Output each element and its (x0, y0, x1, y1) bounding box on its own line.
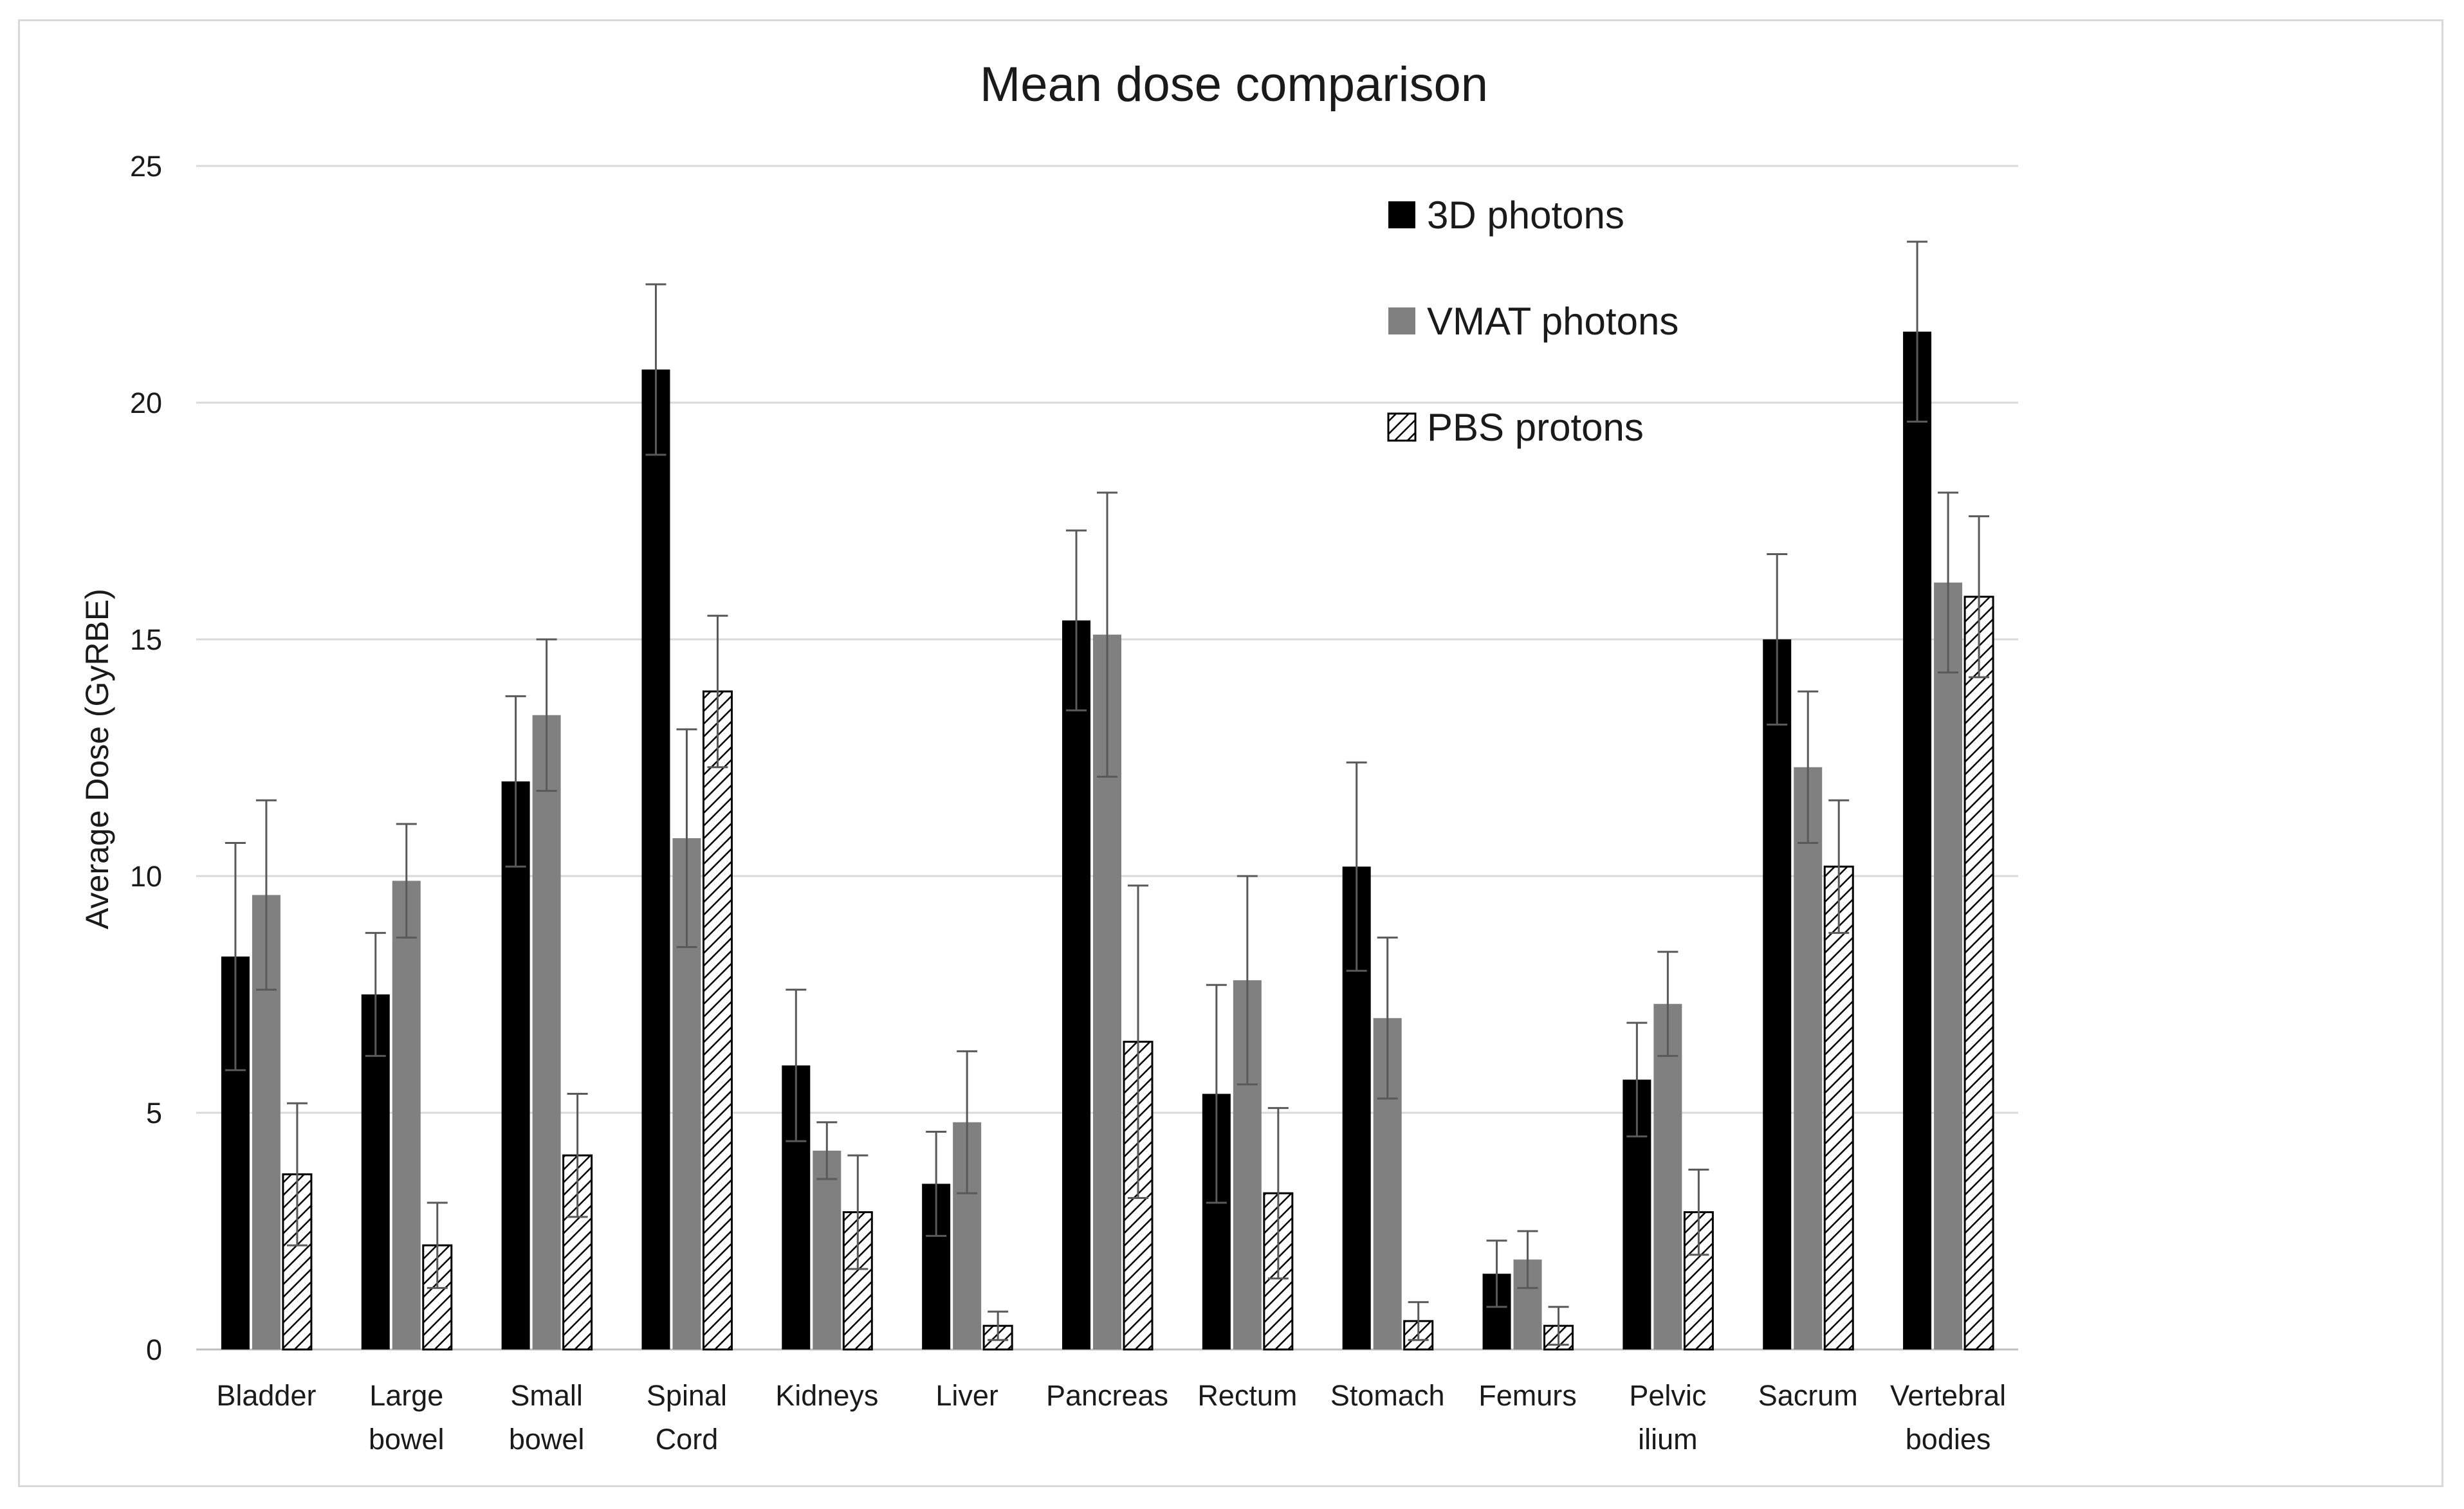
legend-swatch (1388, 201, 1415, 228)
x-tick-label: Small bowel (509, 1379, 585, 1456)
y-tick-label: 0 (146, 1333, 162, 1366)
x-axis-ticks: Bladder Large bowel Small bowel Spinal Cord Kid… (216, 1379, 2006, 1456)
bar (702, 690, 733, 1351)
bar (1903, 331, 1932, 1349)
bar (1963, 596, 1994, 1351)
bar (1794, 767, 1823, 1349)
y-tick-label: 10 (130, 860, 162, 893)
legend-swatch (1388, 307, 1415, 334)
x-tick-label: Femurs (1478, 1379, 1577, 1412)
bar (1653, 1003, 1682, 1349)
x-tick-label: Bladder (216, 1379, 316, 1412)
x-tick-label: Stomach (1330, 1379, 1445, 1412)
legend: 3D photons VMAT photons PBS protons (1387, 194, 1678, 449)
legend-label: PBS protons (1427, 406, 1644, 449)
bar (1763, 639, 1792, 1349)
gridlines (196, 165, 2018, 1351)
x-tick-label: Rectum (1197, 1379, 1297, 1412)
y-tick-label: 5 (146, 1097, 162, 1129)
bar (1823, 865, 1854, 1351)
bar (532, 715, 561, 1349)
legend-swatch (1387, 412, 1417, 442)
bar (392, 881, 421, 1349)
bar (1062, 620, 1090, 1349)
x-tick-label: Spinal Cord (647, 1379, 727, 1456)
legend-label: VMAT photons (1427, 300, 1678, 343)
x-tick-label: Pelvic ilium (1629, 1379, 1706, 1456)
x-tick-label: Liver (935, 1379, 998, 1412)
chart-title: Mean dose comparison (980, 57, 1488, 112)
bar (641, 369, 670, 1349)
bar (813, 1150, 841, 1349)
y-tick-label: 25 (130, 150, 162, 183)
chart-frame (18, 19, 2443, 1487)
bar (1934, 582, 1963, 1350)
x-tick-label: Pancreas (1046, 1379, 1168, 1412)
x-tick-label: Kidneys (775, 1379, 878, 1412)
bars (221, 331, 1994, 1351)
error-bars (225, 241, 1990, 1346)
legend-label: 3D photons (1427, 194, 1624, 237)
y-tick-label: 20 (130, 387, 162, 419)
y-axis-label: Average Dose (GyRBE) (79, 589, 115, 929)
x-tick-label: Large bowel (369, 1379, 445, 1456)
y-tick-label: 15 (130, 623, 162, 656)
bar (501, 781, 530, 1349)
x-tick-label: Sacrum (1758, 1379, 1858, 1412)
x-tick-label: Vertebral bodies (1890, 1379, 2006, 1456)
y-axis-ticks: 0 5 10 15 20 25 (130, 150, 162, 1366)
